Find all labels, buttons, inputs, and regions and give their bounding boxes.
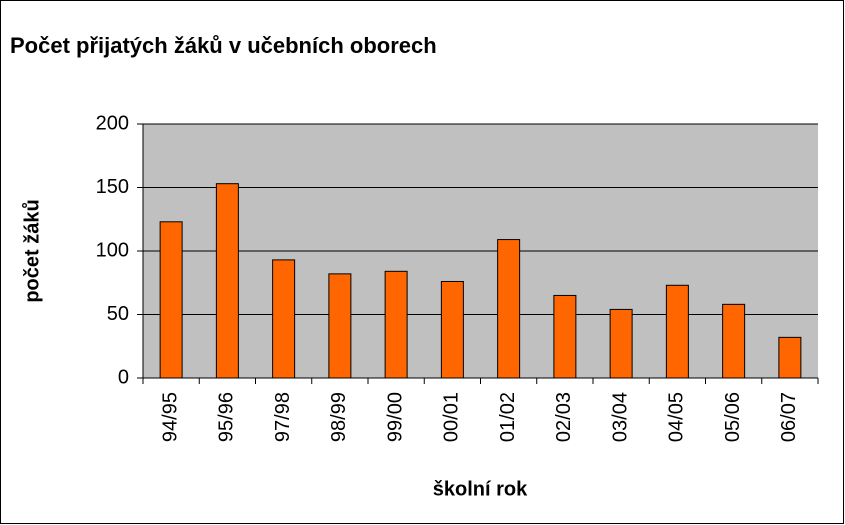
bar: [665, 284, 689, 379]
x-tick-label: 98/99: [328, 392, 350, 442]
bar: [609, 308, 633, 379]
bar: [778, 336, 802, 379]
y-tick-label: 50: [107, 303, 129, 325]
chart-title: Počet přijatých žáků v učebních oborech: [10, 33, 437, 58]
y-tick-label: 0: [118, 366, 129, 388]
bar: [440, 280, 464, 379]
bar: [215, 183, 239, 379]
x-tick-label: 99/00: [384, 392, 406, 442]
x-tick-label: 03/04: [609, 392, 631, 442]
y-tick-label: 200: [96, 112, 129, 134]
bar: [272, 259, 296, 379]
x-tick-label: 02/03: [553, 392, 575, 442]
y-tick-label: 100: [96, 239, 129, 261]
x-tick-label: 05/06: [722, 392, 744, 442]
x-tick-label: 95/96: [216, 392, 238, 442]
bar: [722, 303, 746, 379]
x-tick-label: 06/07: [778, 392, 800, 442]
bar: [384, 270, 408, 379]
y-tick-label: 150: [96, 176, 129, 198]
bar: [553, 294, 577, 379]
x-tick-label: 97/98: [272, 392, 294, 442]
bar: [497, 239, 521, 379]
x-tick-label: 00/01: [441, 392, 463, 442]
x-axis-title: školní rok: [433, 478, 528, 500]
y-axis-title: počet žáků: [21, 199, 43, 302]
bar: [159, 221, 183, 379]
x-tick-label: 04/05: [666, 392, 688, 442]
bar: [328, 273, 352, 379]
x-tick-label: 01/02: [497, 392, 519, 442]
x-tick-label: 94/95: [159, 392, 181, 442]
